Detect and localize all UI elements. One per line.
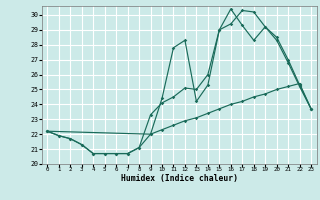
X-axis label: Humidex (Indice chaleur): Humidex (Indice chaleur) [121, 174, 238, 183]
